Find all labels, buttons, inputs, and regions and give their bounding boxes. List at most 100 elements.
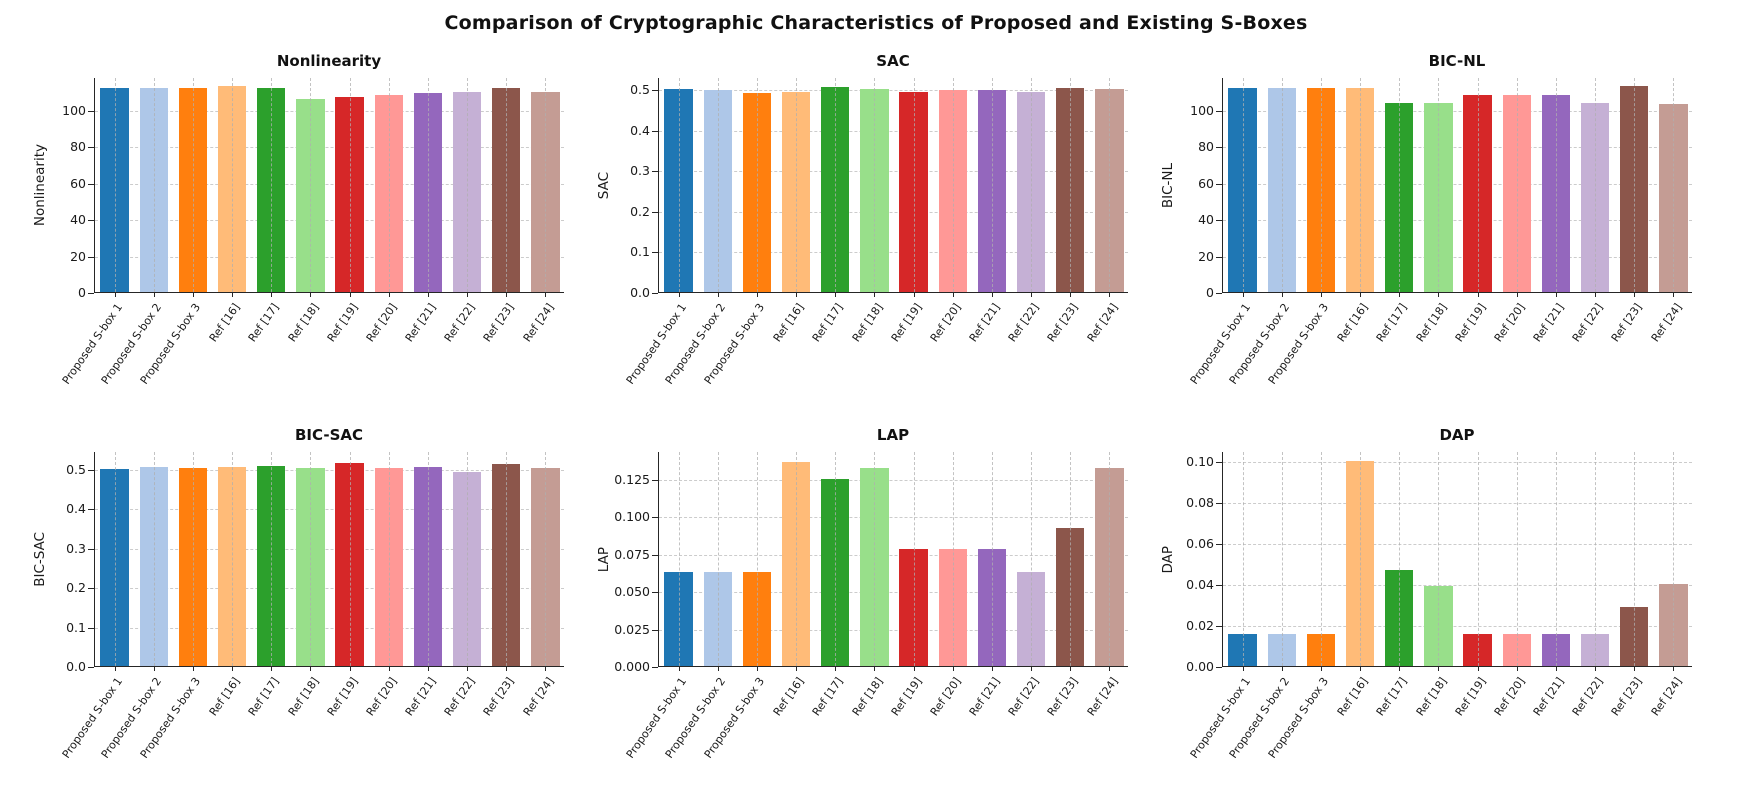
v-gridline [1673, 78, 1675, 292]
y-tick-label: 0.4 [66, 501, 86, 517]
y-tick-mark [1216, 626, 1222, 628]
y-tick-mark [1216, 293, 1222, 294]
v-gridline [388, 78, 390, 292]
y-tick-mark [88, 588, 94, 590]
y-tick-mark [652, 667, 658, 668]
bar [821, 87, 850, 292]
y-tick-label: 0.0 [66, 659, 86, 674]
x-tick-mark [1399, 292, 1401, 297]
x-tick-mark [991, 666, 993, 671]
x-tick-label: Ref [19] [324, 675, 361, 719]
v-gridline [467, 78, 469, 292]
v-gridline [874, 452, 876, 666]
v-gridline [991, 452, 993, 666]
chart-title: BIC-SAC [294, 426, 363, 444]
v-gridline [756, 78, 758, 292]
chart-title: SAC [876, 52, 910, 70]
h-gridline [659, 171, 1128, 173]
x-tick-label: Ref [22] [1569, 675, 1606, 719]
v-gridline [1516, 452, 1518, 666]
x-tick-mark [153, 666, 155, 671]
x-tick-mark [388, 292, 390, 297]
x-tick-label: Ref [17] [810, 675, 846, 719]
x-tick-label: Ref [19] [888, 675, 925, 719]
plot-area: Proposed S-box 1 Proposed S-box 2 Proposed… [1188, 452, 1692, 761]
x-tick-mark [545, 666, 547, 671]
y-tick-label: 0.06 [1186, 536, 1214, 552]
subplot-dap: DAP DAP 0.00 0.02 0.04 0.06 0.08 0.10 Propose… [1158, 426, 1722, 770]
x-tick-label: Ref [18] [285, 675, 322, 719]
y-axis: 0 20 40 60 80 100 [50, 78, 94, 300]
y-tick-mark [88, 509, 94, 511]
h-gridline [1223, 220, 1692, 222]
y-tick-label: 40 [1198, 212, 1214, 228]
chart-title: DAP [1439, 426, 1475, 444]
y-tick-mark [1216, 544, 1222, 546]
y-tick-mark [652, 629, 658, 631]
x-tick-mark [913, 292, 915, 297]
y-tick-label: 20 [1198, 248, 1214, 264]
bar [374, 95, 403, 292]
v-gridline [506, 78, 508, 292]
bar [217, 86, 247, 292]
x-tick-label: Ref [18] [849, 301, 886, 345]
x-tick-mark [678, 292, 680, 297]
y-tick-label: 80 [70, 139, 86, 155]
h-gridline [1223, 183, 1692, 185]
x-tick-mark [1360, 292, 1362, 297]
v-gridline [388, 452, 390, 666]
x-tick-mark [1438, 292, 1440, 297]
bar [492, 464, 521, 666]
x-tick-mark [506, 666, 508, 671]
x-tick-label: Ref [24] [1084, 301, 1121, 345]
y-tick-mark [1216, 147, 1222, 149]
bar [1502, 634, 1531, 666]
y-tick-label: 20 [70, 248, 86, 264]
x-tick-label: Ref [21] [966, 301, 1003, 345]
x-tick-label: Ref [17] [810, 301, 846, 345]
y-tick-label: 0.10 [1186, 454, 1214, 470]
bar [1463, 95, 1492, 292]
x-tick-label: Ref [18] [849, 675, 886, 719]
bar [257, 466, 286, 666]
v-gridline [1438, 78, 1440, 292]
h-gridline [95, 469, 564, 471]
x-tick-label: Ref [20] [363, 301, 400, 345]
v-gridline [427, 78, 429, 292]
v-gridline [1438, 452, 1440, 666]
h-gridline [659, 252, 1128, 254]
v-gridline [232, 452, 234, 666]
y-axis-label: LAP [596, 546, 612, 573]
x-tick-mark [1360, 666, 1362, 671]
y-tick-mark [652, 554, 658, 556]
v-gridline [1595, 452, 1597, 666]
figure-title: Comparison of Cryptographic Characterist… [444, 12, 1308, 34]
y-tick-mark [652, 90, 658, 92]
v-gridline [835, 452, 837, 666]
x-tick-label: Ref [23] [1045, 675, 1081, 719]
x-tick-mark [1399, 666, 1401, 671]
y-tick-label: 0 [1206, 285, 1214, 300]
h-gridline [95, 110, 564, 112]
bar [703, 572, 732, 666]
x-tick-label: Ref [21] [1530, 301, 1567, 345]
x-tick-mark [952, 666, 954, 671]
x-tick-mark [192, 666, 194, 671]
x-tick-label: Ref [17] [1374, 675, 1410, 719]
v-gridline [153, 452, 155, 666]
bar [139, 87, 168, 292]
v-gridline [913, 452, 915, 666]
x-tick-mark [1242, 292, 1244, 297]
h-gridline [1223, 626, 1692, 628]
x-tick-mark [114, 666, 116, 671]
y-axis-label-gutter: Nonlinearity [30, 78, 50, 293]
x-tick-label: Ref [22] [441, 675, 478, 719]
v-gridline [1109, 452, 1111, 666]
y-axis-label-gutter: LAP [594, 452, 614, 667]
y-axis-label-gutter: BIC-NL [1158, 78, 1178, 293]
plot-area: Proposed S-box 1 Proposed S-box 2 Proposed… [60, 452, 564, 761]
y-tick-label: 0.0 [630, 285, 650, 300]
h-gridline [659, 479, 1128, 481]
y-axis: 0 20 40 60 80 100 [1178, 78, 1222, 300]
